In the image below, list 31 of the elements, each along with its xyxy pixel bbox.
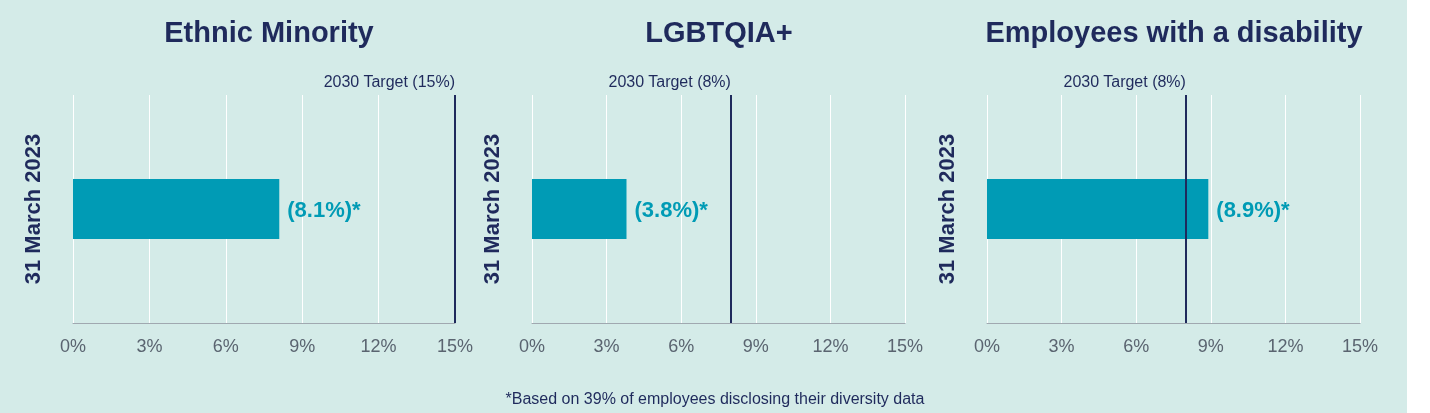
chart-title: Ethnic Minority (164, 15, 374, 48)
x-tick-label: 15% (886, 336, 924, 356)
data-label: (8.1%)* (287, 196, 362, 222)
x-tick-label: 6% (1123, 336, 1150, 356)
y-tick-label: 31 March 2023 (19, 133, 45, 285)
ref-line-label: 2030 Target (8%) (608, 72, 731, 90)
x-tick-label: 12% (1267, 336, 1304, 356)
x-tick-label: 9% (1197, 336, 1224, 356)
chart-title: Employees with a disability (985, 15, 1363, 48)
y-tick-label: 31 March 2023 (933, 133, 959, 285)
data-label: (8.9%)* (1216, 196, 1291, 222)
x-tick-label: 12% (360, 336, 397, 356)
x-tick-label: 0% (973, 336, 1001, 356)
x-tick-label: 9% (742, 336, 769, 356)
text: *Based on 39% of employees disclosing their diversity data (504, 390, 926, 408)
x-tick-label: 12% (812, 336, 849, 356)
y-tick-label: 31 March 2023 (478, 133, 504, 285)
x-tick-label: 6% (668, 336, 695, 356)
data-label: (3.8%)* (634, 196, 709, 222)
x-tick-label: 15% (1341, 336, 1379, 356)
x-tick-label: 3% (1048, 336, 1075, 356)
x-tick-label: 3% (593, 336, 620, 356)
ref-line-label: 2030 Target (15%) (323, 72, 455, 90)
x-tick-label: 6% (212, 336, 239, 356)
chart-title: LGBTQIA+ (645, 15, 793, 48)
x-tick-label: 3% (136, 336, 163, 356)
x-tick-label: 15% (436, 336, 474, 356)
ref-line-label: 2030 Target (8%) (1063, 72, 1186, 90)
x-tick-label: 0% (59, 336, 87, 356)
x-tick-label: 9% (289, 336, 316, 356)
x-tick-label: 0% (518, 336, 546, 356)
